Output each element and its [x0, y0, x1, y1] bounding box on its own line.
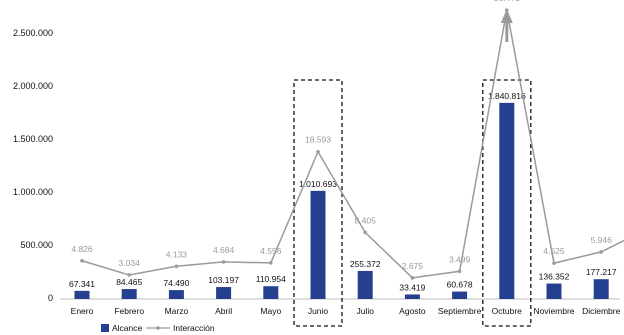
highlight-boxes [293, 79, 532, 327]
bar-enero [74, 290, 90, 299]
interaction-point-mayo [269, 261, 273, 265]
x-tick-label-julio: Julio [356, 306, 374, 316]
interaction-value-label: 4.556 [260, 246, 282, 256]
legend: Alcance Interacción [101, 323, 215, 333]
interaction-value-label: 3.499 [449, 254, 471, 264]
highlight-box-octubre [482, 79, 532, 327]
legend-label-interaccion: Interacción [173, 323, 215, 333]
bar-value-label: 1.840.816 [488, 91, 526, 101]
x-tick-label-noviembre: Noviembre [533, 306, 574, 316]
bar-octubre [499, 102, 515, 299]
x-tick-label-marzo: Marzo [165, 306, 189, 316]
bar-julio [357, 270, 373, 299]
x-tick-label-agosto: Agosto [399, 306, 426, 316]
y-tick-label: 500.000 [20, 240, 53, 250]
bar-value-label: 84.465 [116, 277, 142, 287]
bar-value-label: 74.490 [163, 278, 189, 288]
interaction-point-enero [80, 258, 84, 263]
bar-value-label: 255.372 [350, 259, 381, 269]
bar-diciembre [593, 279, 609, 299]
x-tick-label-enero: Enero [71, 306, 94, 316]
interaction-point-junio [316, 149, 320, 154]
y-axis: 0 500.000 1.000.000 1.500.000 2.000.000 2.500… [13, 28, 620, 303]
interaction-line-path [81, 10, 624, 279]
interaction-line: 4.826 3.034 4.133 4.684 4.556 18.593 8.405 2.67… [71, 0, 624, 280]
y-tick-label: 1.000.000 [13, 187, 53, 197]
interaction-point-julio [363, 230, 368, 235]
interaction-value-label: 4.525 [543, 246, 565, 256]
interaction-point-febrero [127, 273, 131, 277]
legend-swatch-alcance [101, 324, 109, 332]
interaction-value-label: 2.675 [402, 261, 424, 271]
x-axis: Enero Febrero Marzo Abril Mayo Junio Julio Agos… [71, 306, 621, 316]
x-tick-label-diciembre: Diciembre [582, 306, 621, 316]
x-tick-label-abril: Abril [215, 306, 232, 316]
y-tick-label: 2.500.000 [13, 28, 53, 38]
bar-noviembre [546, 283, 562, 299]
bar-value-label: 177.217 [586, 267, 617, 277]
bar-value-label: 110.954 [256, 274, 286, 284]
interaction-point-septiembre [457, 269, 462, 274]
interaction-point-diciembre [599, 250, 603, 254]
bar-value-label: 103.197 [208, 275, 239, 285]
legend-label-alcance: Alcance [112, 323, 143, 333]
interaction-point-agosto [410, 276, 415, 280]
interaction-value-label: 4.133 [166, 249, 188, 259]
x-tick-label-mayo: Mayo [260, 306, 281, 316]
bar-mayo [263, 286, 279, 299]
interaction-point-abril [221, 260, 226, 264]
highlight-box-junio [293, 79, 343, 327]
y-tick-label: 1.500.000 [13, 134, 53, 144]
bar-septiembre [452, 291, 468, 299]
bar-febrero [121, 289, 137, 299]
interaction-value-label: 18.593 [305, 135, 331, 145]
interaction-value-label: 4.826 [71, 244, 93, 254]
interaction-value-label: 3.034 [119, 258, 141, 268]
bar-marzo [168, 290, 184, 299]
interaction-value-label: 5.946 [591, 235, 613, 245]
interaction-value-label: 4.684 [213, 245, 235, 255]
x-tick-label-septiembre: Septiembre [438, 306, 482, 316]
interaction-point-marzo [174, 264, 179, 269]
peak-arrow-icon [500, 9, 513, 23]
bar-value-label: 60.678 [447, 280, 473, 290]
interaction-point-noviembre [552, 261, 556, 265]
y-tick-label: 0 [48, 293, 53, 303]
y-tick-label: 2.000.000 [13, 81, 53, 91]
bar-value-label: 1.010.693 [299, 179, 337, 189]
legend-marker-interaccion [156, 326, 160, 330]
x-tick-label-junio: Junio [308, 306, 329, 316]
bar-abril [216, 287, 232, 299]
interaction-value-label: 8.405 [355, 215, 377, 225]
bar-value-label: 136.352 [539, 272, 570, 282]
bar-value-label: 33.419 [399, 282, 425, 292]
bar-agosto [404, 294, 420, 299]
bar-value-label: 67.341 [69, 279, 95, 289]
interaction-value-label: 36.471 [494, 0, 520, 3]
x-tick-label-octubre: Octubre [492, 306, 523, 316]
bar-junio [310, 190, 326, 299]
x-tick-label-febrero: Febrero [114, 306, 144, 316]
bars: 67.341 84.465 74.490 103.197 110.954 1.010.69… [69, 91, 617, 299]
